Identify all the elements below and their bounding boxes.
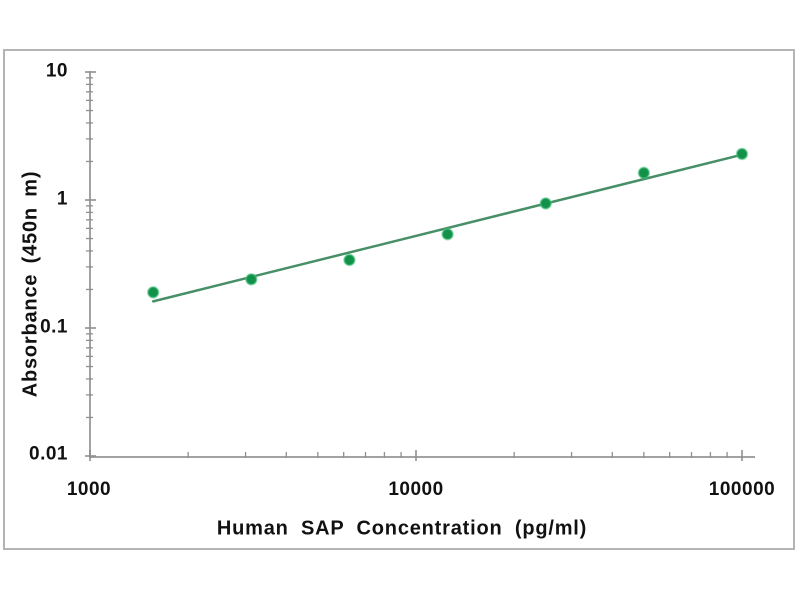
figure-frame — [3, 49, 795, 550]
data-point — [245, 273, 258, 286]
data-point — [146, 286, 160, 299]
y-tick-label-0-1: 0.1 — [40, 316, 68, 338]
x-axis-title: Human SAP Concentration (pg/ml) — [216, 517, 588, 540]
x-tick-label-1000: 1000 — [66, 479, 112, 500]
data-point — [539, 197, 552, 210]
y-tick-label-10: 10 — [45, 60, 68, 82]
data-point — [735, 147, 749, 161]
trend-line — [151, 153, 744, 303]
x-tick-label-100000: 100000 — [708, 479, 776, 500]
data-point — [637, 166, 651, 180]
y-axis-title: Absorbance (450n m) — [19, 170, 42, 398]
x-tick-label-10000: 10000 — [388, 479, 444, 500]
data-point — [441, 228, 454, 241]
y-tick-label-1: 1 — [56, 188, 68, 210]
y-tick-label-0-01: 0.01 — [29, 443, 68, 465]
data-point — [343, 253, 356, 267]
